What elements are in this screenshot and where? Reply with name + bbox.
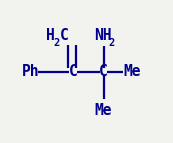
Text: C: C xyxy=(69,64,77,79)
Text: NH: NH xyxy=(94,28,111,43)
Text: 2: 2 xyxy=(108,38,114,48)
Text: 2: 2 xyxy=(54,38,60,48)
Text: Ph: Ph xyxy=(22,64,39,79)
Text: H: H xyxy=(45,28,54,43)
Text: Me: Me xyxy=(95,103,112,118)
Text: C: C xyxy=(99,64,108,79)
Text: C: C xyxy=(60,28,69,43)
Text: Me: Me xyxy=(124,64,141,79)
